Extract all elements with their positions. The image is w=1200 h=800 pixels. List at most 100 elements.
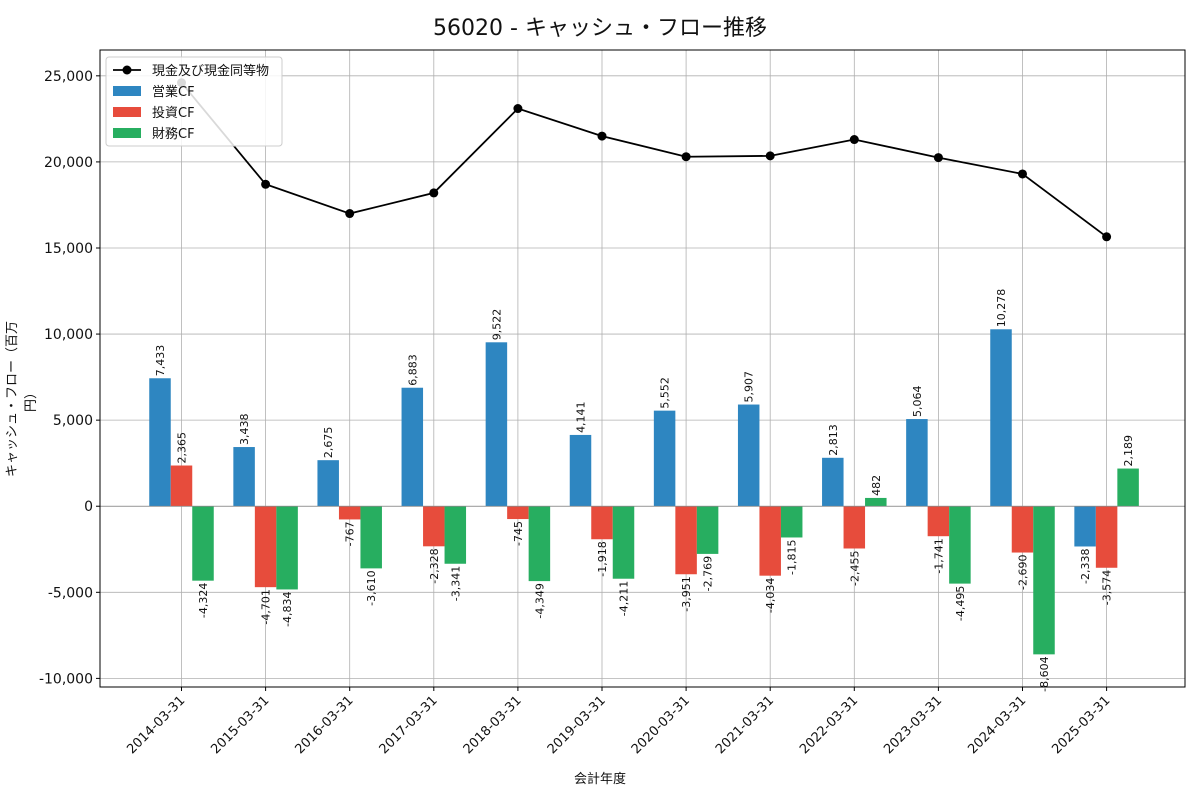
bar-3 (1117, 468, 1139, 507)
bar-value-label: 2,675 (322, 427, 335, 459)
legend-label: 現金及び現金同等物 (152, 63, 269, 79)
chart-title: 56020 - キャッシュ・フロー推移 (433, 16, 767, 41)
bar-value-label: -4,834 (281, 591, 294, 626)
bar-2 (759, 506, 781, 576)
bar-1 (317, 460, 339, 507)
bar-value-label: -4,701 (260, 589, 273, 624)
bar-value-label: 7,433 (154, 345, 167, 377)
x-tick-label: 2017-03-31 (377, 693, 441, 757)
bar-3 (444, 506, 467, 564)
x-tick-label: 2023-03-31 (881, 693, 945, 757)
bar-1 (653, 410, 676, 507)
y-tick-label: 15,000 (44, 241, 93, 257)
legend-swatch (113, 107, 141, 117)
bar-2 (675, 506, 697, 575)
cash-point (681, 152, 691, 162)
y-tick-label: 25,000 (44, 69, 93, 85)
cash-point (429, 188, 439, 198)
x-tick-label: 2018-03-31 (461, 693, 525, 757)
bar-value-label: -2,455 (848, 550, 861, 585)
cash-point (849, 135, 859, 145)
bar-value-label: -4,324 (197, 583, 210, 618)
bar-value-label: 5,064 (911, 386, 924, 418)
legend-box (105, 56, 283, 147)
x-tick-label: 2019-03-31 (545, 693, 609, 757)
bar-3 (865, 497, 887, 507)
cash-point (933, 153, 943, 163)
bar-value-label: 6,883 (406, 354, 419, 386)
bar-1 (906, 419, 928, 507)
cash-point (345, 209, 355, 219)
bar-2 (254, 506, 277, 588)
bar-2 (338, 506, 361, 520)
bar-value-label: -8,604 (1038, 656, 1051, 691)
cash-point (261, 179, 271, 189)
bar-value-label: -4,211 (618, 581, 631, 616)
cash-point (597, 131, 607, 141)
bar-value-label: -2,769 (702, 556, 715, 591)
bar-value-label: 2,813 (827, 424, 840, 456)
bar-1 (1074, 506, 1096, 547)
x-tick-label: 2015-03-31 (208, 693, 272, 757)
cash-point (513, 104, 523, 114)
bar-3 (192, 506, 214, 581)
bar-1 (233, 447, 255, 507)
bar-1 (401, 387, 424, 507)
cash-point (1102, 232, 1112, 242)
bar-2 (1011, 506, 1034, 553)
bar-value-label: -4,495 (954, 586, 967, 621)
legend-marker (122, 65, 132, 75)
bar-1 (149, 378, 171, 507)
bar-2 (423, 506, 445, 547)
y-tick-label: -5,000 (48, 585, 93, 601)
bar-2 (507, 506, 529, 520)
cash-point (765, 151, 775, 161)
bar-value-label: 5,552 (659, 377, 672, 409)
bar-3 (696, 506, 719, 554)
bar-3 (949, 506, 971, 584)
y-tick-label: 0 (84, 499, 93, 515)
x-tick-label: 2024-03-31 (965, 693, 1029, 757)
bar-value-label: -1,815 (786, 539, 799, 574)
cash-line (180, 82, 1108, 238)
bar-3 (1033, 506, 1055, 655)
bar-3 (528, 506, 551, 582)
bar-value-label: 9,522 (490, 309, 503, 341)
x-axis-label: 会計年度 (573, 772, 626, 787)
bar-value-label: -4,034 (764, 578, 777, 613)
y-tick-label: 20,000 (44, 155, 93, 171)
bar-value-label: -1,918 (596, 541, 609, 576)
legend-swatch (113, 86, 141, 96)
bar-3 (276, 506, 298, 590)
bar-3 (612, 506, 635, 579)
bar-value-label: -3,610 (365, 570, 378, 605)
y-tick-label: 10,000 (44, 327, 93, 343)
bar-value-label: -767 (344, 521, 357, 546)
bar-value-label: -3,951 (680, 576, 693, 611)
bar-value-label: -3,574 (1101, 570, 1114, 605)
x-tick-label: 2020-03-31 (629, 693, 693, 757)
legend-label: 投資CF (152, 105, 195, 121)
bar-1 (990, 329, 1012, 507)
bar-2 (927, 506, 950, 537)
y-tick-label: -10,000 (39, 671, 93, 687)
bar-2 (843, 506, 866, 549)
bar-value-label: 5,907 (743, 371, 756, 403)
bar-value-label: 3,438 (238, 414, 251, 446)
x-tick-label: 2016-03-31 (292, 693, 356, 757)
bar-3 (780, 506, 803, 538)
bar-1 (485, 342, 508, 507)
x-tick-label: 2022-03-31 (797, 693, 861, 757)
bar-1 (569, 434, 592, 507)
bar-value-label: -1,741 (932, 538, 945, 573)
legend-label: 財務CF (152, 127, 195, 142)
bar-value-label: -2,690 (1017, 555, 1030, 590)
bar-value-label: 10,278 (995, 289, 1008, 328)
bar-value-label: 482 (870, 475, 883, 496)
bar-value-label: -2,338 (1079, 548, 1092, 583)
bar-value-label: -4,349 (533, 583, 546, 618)
x-tick-label: 2025-03-31 (1049, 693, 1113, 757)
plot-frame (99, 49, 1186, 688)
